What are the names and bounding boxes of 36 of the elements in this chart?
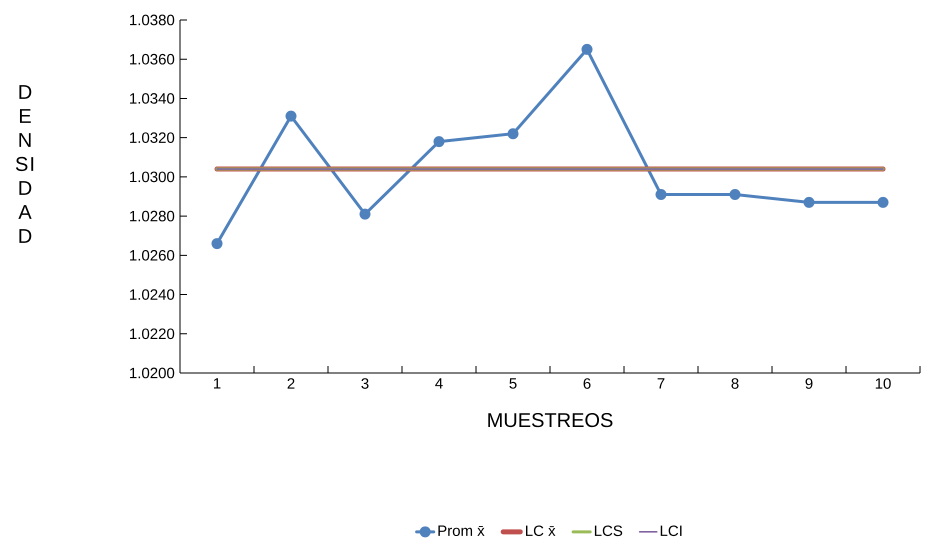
point — [730, 189, 741, 200]
y-axis-title: DENSIDAD — [16, 85, 34, 243]
y-tick-label: 1.0220 — [130, 328, 174, 340]
point — [508, 128, 519, 140]
point — [286, 110, 297, 122]
legend-label: LC x̄ — [526, 525, 556, 536]
y-tick-label: 1.0380 — [130, 14, 174, 26]
y-tick-label: 1.0240 — [130, 289, 174, 300]
y-tick-label: 1.0340 — [130, 93, 174, 104]
point — [212, 238, 223, 250]
x-tick-label: 5 — [509, 378, 517, 389]
x-tick-label: 4 — [435, 378, 443, 389]
point — [656, 189, 667, 200]
point — [434, 136, 445, 148]
legend-label: LCI — [660, 525, 682, 536]
point — [804, 196, 815, 208]
x-tick-label: 7 — [658, 378, 664, 389]
y-tick-label: 1.0280 — [130, 210, 174, 222]
x-tick-label: 9 — [806, 378, 812, 389]
y-tick-label: 1.0360 — [130, 54, 174, 65]
point — [878, 196, 889, 208]
x-axis-title: MUESTREOS — [488, 413, 612, 428]
x-tick-label: 6 — [584, 378, 591, 389]
legend-label: LCS — [594, 525, 622, 536]
x-tick-label: 2 — [288, 378, 294, 389]
legend-label: Prom x̄ — [438, 526, 485, 536]
x-tick-label: 8 — [732, 378, 739, 389]
y-tick-label: 1.0300 — [130, 172, 174, 182]
x-tick-label: 10 — [876, 378, 891, 389]
x-tick-label: 1 — [214, 378, 220, 389]
y-tick-label: 1.0320 — [130, 132, 174, 143]
point — [360, 208, 371, 220]
point — [582, 44, 593, 55]
y-tick-label: 1.0200 — [130, 368, 174, 378]
x-tick-label: 3 — [361, 378, 369, 389]
y-tick-label: 1.0260 — [130, 250, 174, 261]
